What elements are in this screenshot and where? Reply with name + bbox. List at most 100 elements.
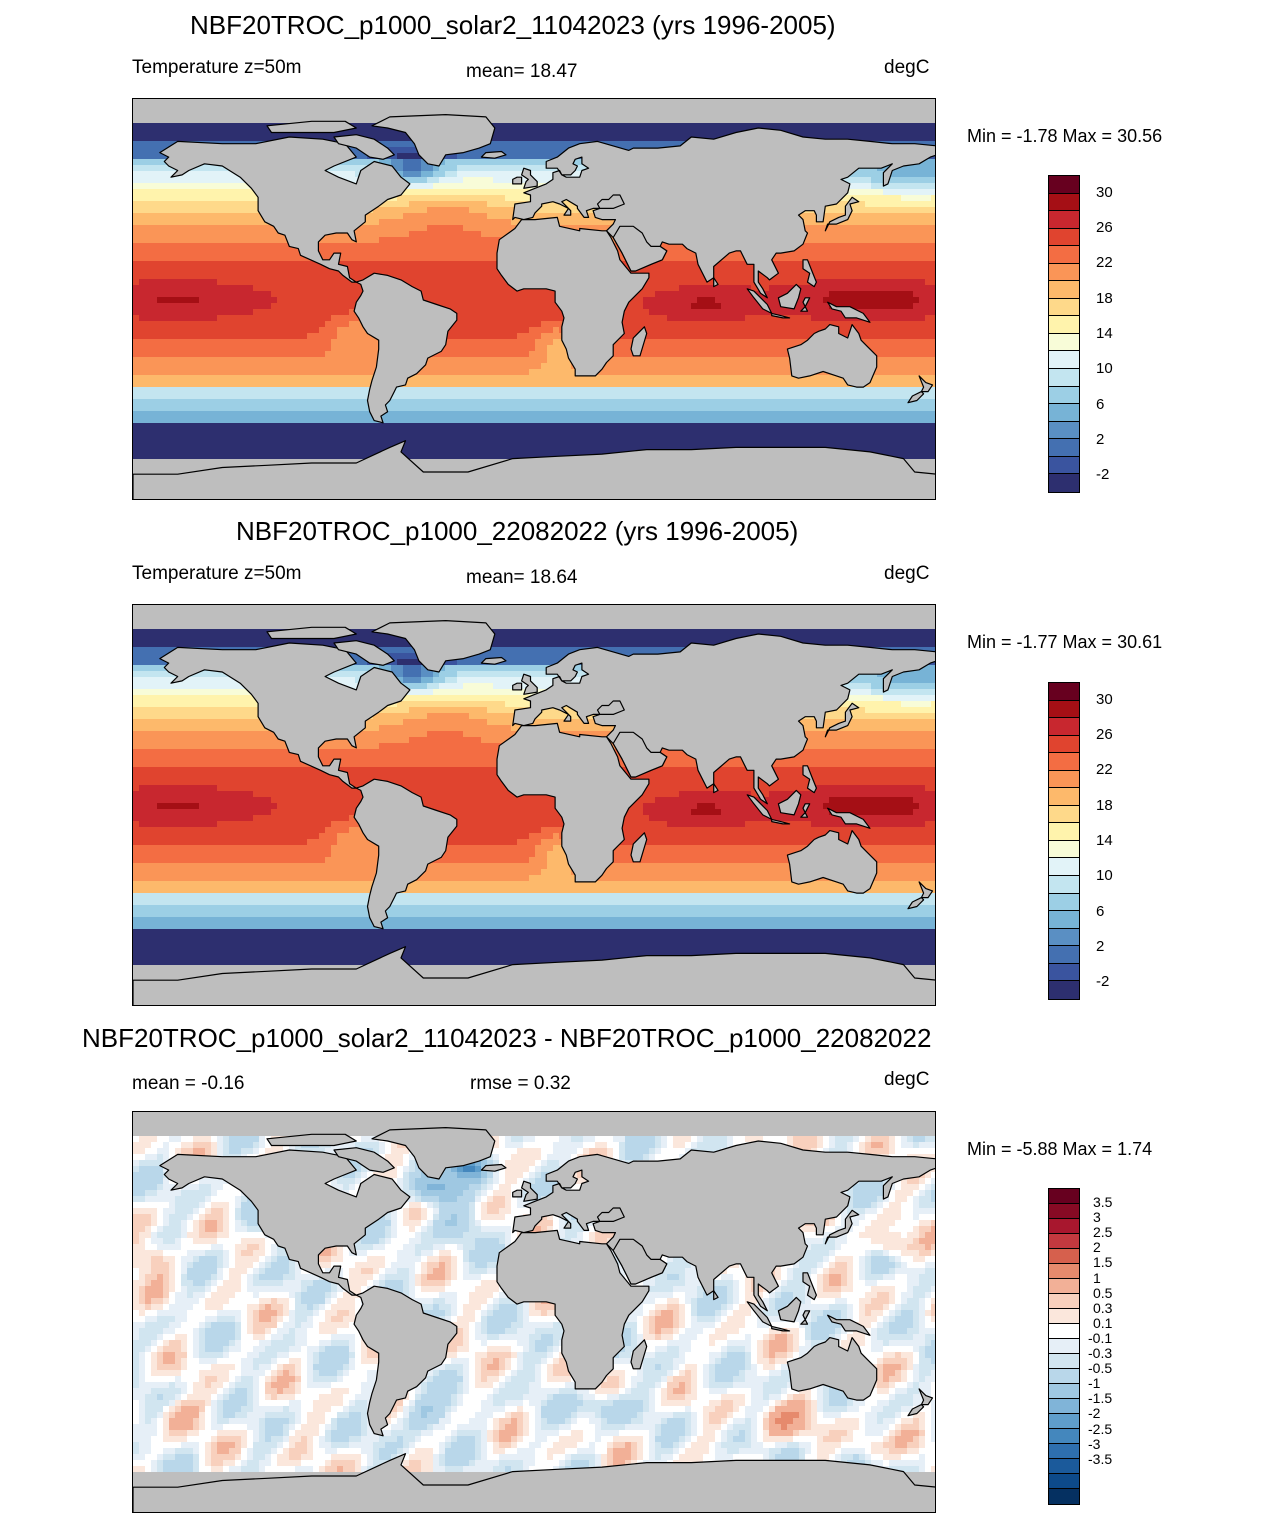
land-mask	[133, 1127, 935, 1512]
colorbar-tick-label: -2.5	[1088, 1421, 1112, 1437]
panel3-title: NBF20TROC_p1000_solar2_11042023 - NBF20T…	[82, 1023, 931, 1054]
land-japan	[824, 196, 860, 232]
colorbar-box	[1049, 946, 1079, 964]
colorbar-tick-label: -1.5	[1088, 1390, 1112, 1406]
colorbar-box	[1049, 369, 1079, 387]
land-iceland	[480, 1163, 507, 1172]
colorbar-box	[1049, 718, 1079, 736]
colorbar-tick-label: 2	[1096, 938, 1104, 955]
colorbar-box	[1049, 316, 1079, 334]
land-britain	[521, 1180, 538, 1202]
colorbar-tick-label: -0.1	[1088, 1330, 1112, 1346]
land-arabia	[612, 225, 668, 272]
panel3-map-plot	[133, 1112, 935, 1512]
panel1-units-label: degC	[884, 57, 929, 79]
land-eurasia	[512, 633, 935, 805]
panel2-units-label: degC	[884, 563, 929, 585]
panel2-colorbar	[1048, 682, 1080, 1000]
colorbar-box	[1049, 858, 1079, 877]
colorbar-tick-label: -2	[1088, 1405, 1100, 1421]
colorbar-box	[1049, 1294, 1079, 1309]
land-japan	[824, 702, 860, 738]
land-srilanka	[713, 1290, 719, 1301]
colorbar-tick-label: -0.3	[1088, 1345, 1112, 1361]
colorbar-box	[1049, 1459, 1079, 1474]
colorbar-tick-label: 10	[1096, 360, 1113, 377]
land-eurasia	[512, 1140, 935, 1312]
colorbar-tick-label: -1	[1088, 1375, 1100, 1391]
land-mask	[133, 114, 935, 499]
land-ireland	[512, 176, 523, 185]
panel1-map-plot	[133, 99, 935, 499]
land-southamerica	[353, 1285, 458, 1437]
land-arcticisles	[266, 120, 357, 134]
colorbar-box	[1049, 351, 1079, 370]
colorbar-box	[1049, 823, 1079, 841]
land-iceland	[480, 150, 507, 159]
colorbar-box	[1049, 893, 1079, 912]
colorbar-tick-label: 6	[1096, 903, 1104, 920]
colorbar-box	[1049, 246, 1079, 264]
colorbar-box	[1049, 1219, 1079, 1234]
panel3-colorbar	[1048, 1188, 1080, 1505]
land-baffin	[333, 1147, 395, 1173]
land-ireland	[512, 1189, 523, 1198]
land-northamerica	[159, 136, 411, 283]
colorbar-tick-label: 26	[1096, 219, 1113, 236]
land-newguinea	[827, 301, 871, 323]
land-newguinea	[827, 807, 871, 829]
land-newzealand	[918, 881, 934, 899]
panel2-map-plot	[133, 605, 935, 1005]
colorbar-box	[1049, 404, 1079, 422]
colorbar-box	[1049, 805, 1079, 824]
colorbar-box	[1049, 1309, 1079, 1324]
colorbar-box	[1049, 1324, 1079, 1339]
panel3-mean-label: mean = -0.16	[132, 1073, 245, 1095]
colorbar-tick-label: 0.5	[1093, 1285, 1112, 1301]
land-antarctica	[133, 1453, 935, 1512]
land-arcticisles	[266, 1133, 357, 1147]
colorbar-tick-label: -2	[1096, 973, 1109, 990]
land-baffin	[333, 134, 395, 160]
land-java	[771, 312, 791, 319]
colorbar-box	[1049, 963, 1079, 982]
colorbar-box	[1049, 788, 1079, 806]
colorbar-box	[1049, 683, 1079, 701]
colorbar-tick-label: 0.3	[1093, 1300, 1112, 1316]
land-newzealand	[918, 375, 934, 393]
colorbar-box	[1049, 928, 1079, 947]
land-baffin	[333, 640, 395, 666]
colorbar-box	[1049, 281, 1079, 299]
panel2-title: NBF20TROC_p1000_22082022 (yrs 1996-2005)	[236, 516, 798, 547]
land-java	[771, 818, 791, 825]
colorbar-tick-label: 2.5	[1093, 1224, 1112, 1240]
colorbar-box	[1049, 1384, 1079, 1399]
panel3-map	[132, 1111, 936, 1513]
panel1-minmax: Min = -1.78 Max = 30.56	[967, 126, 1162, 147]
colorbar-tick-label: 1	[1093, 1270, 1101, 1286]
land-australia	[786, 1337, 878, 1401]
land-australia	[786, 830, 878, 894]
colorbar-box	[1049, 1264, 1079, 1279]
land-greenland	[371, 114, 496, 167]
land-sulawesi	[800, 803, 811, 818]
colorbar-box	[1049, 263, 1079, 282]
land-iceland	[480, 656, 507, 665]
colorbar-tick-label: 3.5	[1093, 1194, 1112, 1210]
panel2-mean-label: mean= 18.64	[466, 567, 577, 589]
land-northamerica	[159, 642, 411, 789]
land-australia	[786, 324, 878, 388]
land-britain	[521, 673, 538, 695]
colorbar-box	[1049, 1489, 1079, 1504]
land-madagascar	[630, 326, 648, 357]
colorbar-box	[1049, 1189, 1079, 1204]
land-newzealandS	[907, 391, 925, 404]
colorbar-tick-label: 22	[1096, 254, 1113, 271]
land-newzealandS	[907, 897, 925, 910]
land-northamerica	[159, 1149, 411, 1296]
panel1-mean-label: mean= 18.47	[466, 61, 577, 83]
colorbar-box	[1049, 298, 1079, 317]
colorbar-box	[1049, 735, 1079, 754]
colorbar-box	[1049, 193, 1079, 212]
colorbar-box	[1049, 840, 1079, 859]
